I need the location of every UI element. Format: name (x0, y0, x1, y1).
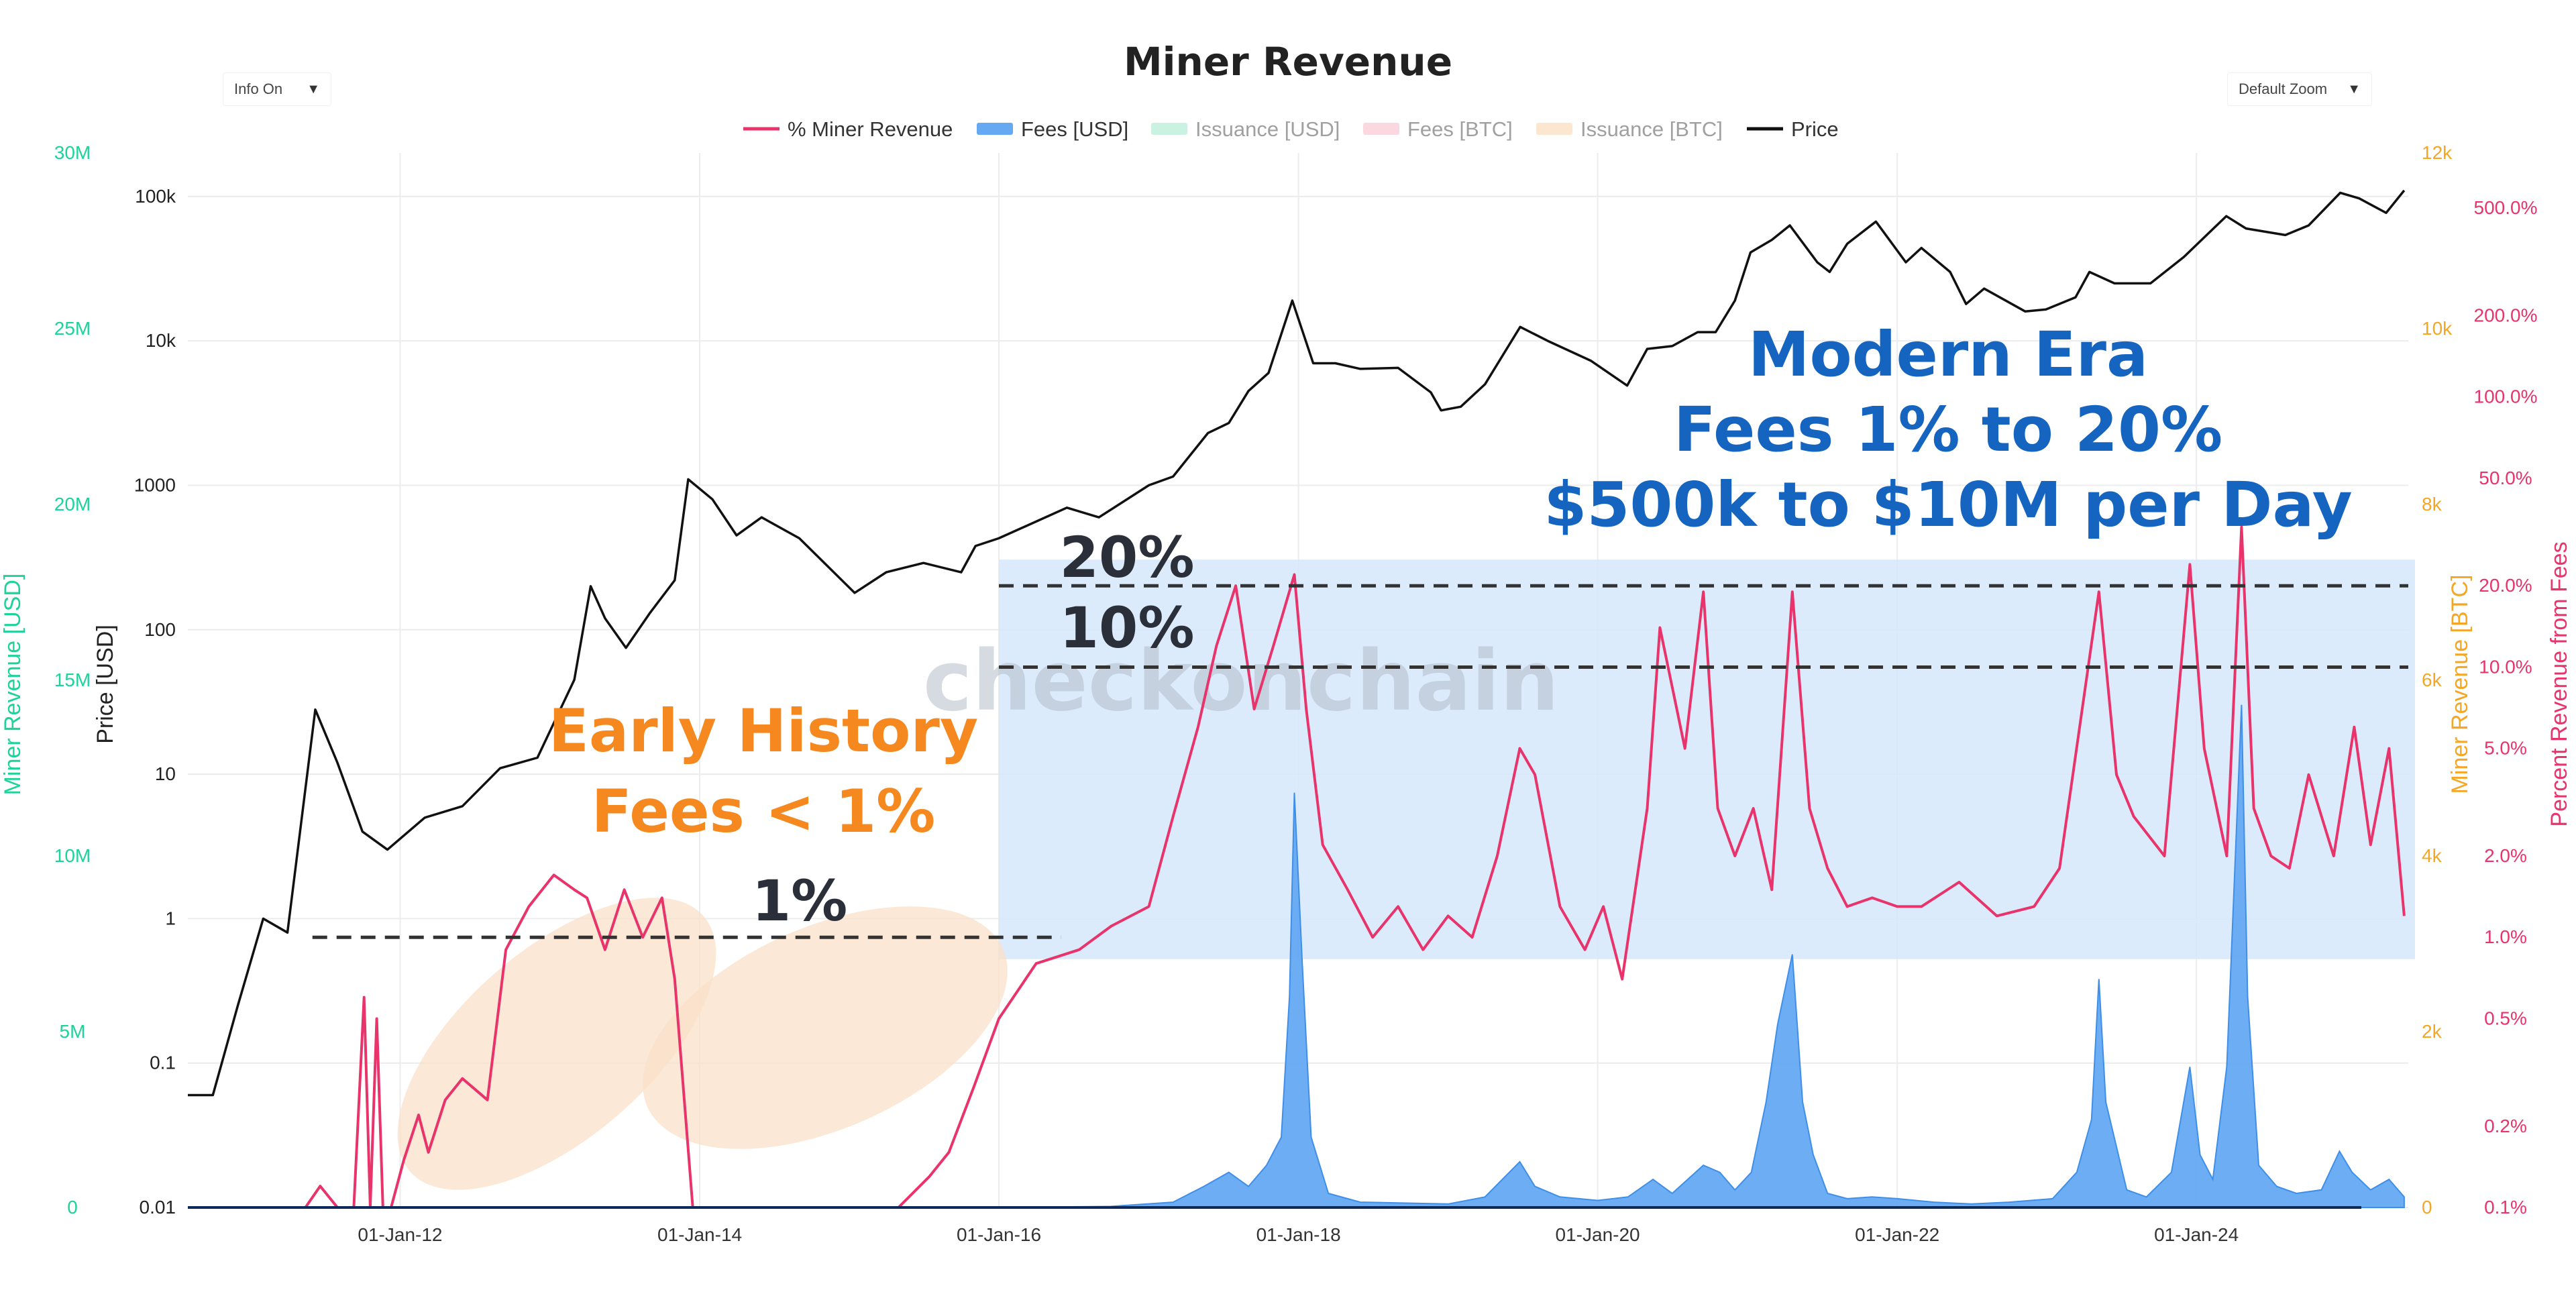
x-axis-tick: 01-Jan-14 (657, 1224, 742, 1245)
chart-title: Miner Revenue (1124, 39, 1452, 85)
x-axis-tick: 01-Jan-18 (1256, 1224, 1341, 1245)
price-axis-tick: 1000 (134, 474, 176, 495)
price-axis-tick: 10 (155, 763, 176, 784)
annotation-modern-usd: $500k to $10M per Day (1544, 469, 2352, 541)
chevron-down-icon: ▼ (2347, 81, 2361, 97)
info-dropdown[interactable]: Info On ▼ (223, 72, 331, 106)
info-dropdown-label: Info On (234, 80, 283, 97)
axes: 0 5M 10M 15M 20M 25M 30M 0.01 0.1 1 10 100 1000 10k 10… (0, 142, 2572, 1245)
fees-usd-area (188, 704, 2405, 1208)
reference-lines (312, 584, 2408, 939)
x-axis-tick: 01-Jan-12 (358, 1224, 442, 1245)
price-axis-tick: 10k (146, 330, 176, 351)
fees-axis-tick: 20M (54, 494, 91, 515)
pct-axis-tick: 500.0% (2474, 197, 2538, 218)
fees-axis-tick: 5M (60, 1021, 86, 1042)
pct-axis-tick: 1.0% (2484, 926, 2527, 947)
fees-axis-tick: 25M (54, 318, 91, 339)
btc-axis-tick: 6k (2422, 669, 2443, 690)
pct-axis-tick: 10.0% (2479, 656, 2532, 677)
legend-swatch-bar (977, 123, 1013, 135)
btc-axis-tick: 4k (2422, 845, 2443, 866)
price-axis-tick: 100 (144, 619, 176, 640)
legend-swatch-bar (1151, 123, 1187, 135)
pct-axis-tick: 100.0% (2474, 386, 2538, 407)
watermark: checkonchain (923, 633, 1559, 730)
pct-axis-tick: 50.0% (2479, 468, 2532, 488)
price-axis-tick: 0.01 (140, 1197, 176, 1218)
price-line (188, 189, 2406, 1097)
legend: % Miner Revenue Fees [USD] Issuance [USD] F… (743, 117, 1839, 141)
fees-axis-tick: 10M (54, 845, 91, 866)
pct-axis-label: Percent Revenue from Fees (2546, 541, 2572, 826)
price-axis-tick: 1 (165, 908, 176, 928)
pct-miner-revenue-line (295, 525, 2406, 1209)
pct-axis-tick: 5.0% (2484, 738, 2527, 759)
annotation-early-fees: Fees < 1% (592, 777, 936, 846)
x-axis-tick: 01-Jan-20 (1556, 1224, 1640, 1245)
pct-axis-tick: 200.0% (2474, 305, 2538, 325)
legend-swatch-bar (1363, 123, 1399, 135)
chevron-down-icon: ▼ (307, 81, 320, 97)
btc-axis-tick: 0 (2422, 1197, 2432, 1218)
annotation-modern-fees: Fees 1% to 20% (1674, 394, 2222, 466)
annotation-10pct: 10% (1059, 595, 1194, 661)
early-history-ellipse-1 (397, 898, 716, 1190)
fees-axis-tick: 0 (67, 1197, 78, 1218)
x-axis-tick: 01-Jan-24 (2154, 1224, 2239, 1245)
x-axis-tick: 01-Jan-16 (957, 1224, 1041, 1245)
btc-axis-tick: 10k (2422, 318, 2453, 339)
fees-axis-tick: 15M (54, 669, 91, 690)
pct-axis-tick: 0.1% (2484, 1197, 2527, 1218)
legend-item-label: Fees [USD] (1021, 117, 1128, 141)
price-axis-tick: 0.1 (150, 1053, 176, 1073)
pct-axis-tick: 0.2% (2484, 1116, 2527, 1136)
price-axis-tick: 100k (135, 186, 176, 207)
x-axis-tick: 01-Jan-22 (1855, 1224, 1939, 1245)
legend-item-label: Fees [BTC] (1407, 117, 1513, 141)
zoom-dropdown[interactable]: Default Zoom ▼ (2227, 72, 2372, 106)
annotation-1pct: 1% (752, 868, 848, 934)
btc-axis-tick: 2k (2422, 1021, 2443, 1042)
legend-swatch-bar (1536, 123, 1572, 135)
legend-item-label: % Miner Revenue (788, 117, 953, 141)
pct-axis-tick: 20.0% (2479, 575, 2532, 596)
annotation-20pct: 20% (1059, 525, 1194, 590)
early-history-ellipse-2 (643, 906, 1008, 1149)
pct-axis-tick: 0.5% (2484, 1008, 2527, 1028)
btc-axis-tick: 12k (2422, 142, 2453, 163)
annotation-modern-era: Modern Era (1748, 319, 2148, 390)
legend-item-label: Issuance [USD] (1195, 117, 1340, 141)
legend-item-label: Issuance [BTC] (1580, 117, 1723, 141)
fees-axis-label: Miner Revenue [USD] (0, 574, 25, 796)
pct-axis-tick: 2.0% (2484, 845, 2527, 866)
modern-era-highlight (999, 559, 2415, 959)
fees-axis-tick: 30M (54, 142, 91, 163)
btc-axis-tick: 8k (2422, 494, 2443, 515)
zoom-dropdown-label: Default Zoom (2239, 80, 2328, 97)
legend-item-label: Price (1791, 117, 1839, 141)
btc-axis-label: Miner Revenue [BTC] (2447, 575, 2473, 794)
annotation-early-history: Early History (549, 696, 979, 765)
price-axis-label: Price [USD] (93, 625, 118, 744)
